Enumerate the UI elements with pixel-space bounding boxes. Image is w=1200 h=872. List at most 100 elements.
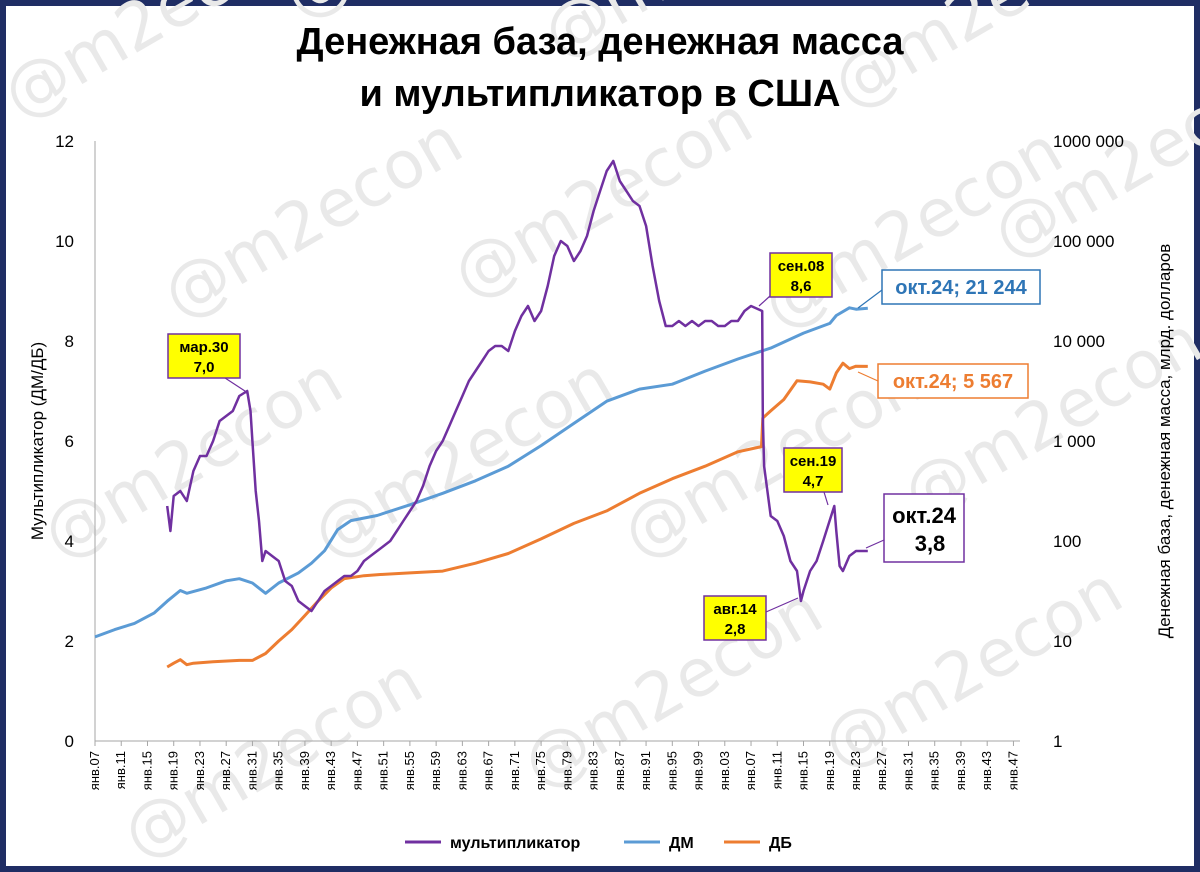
x-tick-label: янв.15 — [139, 751, 154, 790]
right-tick-label: 10 000 — [1053, 332, 1105, 351]
callout-sep19-value: 4,7 — [803, 473, 824, 490]
x-tick-label: янв.35 — [927, 751, 942, 790]
x-tick-label: янв.07 — [743, 751, 758, 790]
x-tick-label: янв.43 — [979, 751, 994, 790]
left-tick-label: 8 — [65, 332, 74, 351]
x-tick-label: янв.83 — [586, 751, 601, 790]
dm-end-label-box — [881, 269, 1041, 305]
left-tick-label: 6 — [65, 432, 74, 451]
legend-label-dm: ДМ — [669, 835, 694, 852]
db-end-label-box — [877, 363, 1029, 399]
x-tick-label: янв.11 — [113, 751, 128, 789]
chart-title-line-2: и мультипликатор в США — [360, 73, 841, 115]
right-tick-label: 1 — [1053, 732, 1062, 751]
x-tick-label: янв.55 — [402, 751, 417, 790]
legend-label-multiplier: мультипликатор — [450, 835, 581, 852]
callout-leader-aug14 — [765, 597, 799, 613]
x-tick-label: янв.23 — [848, 751, 863, 790]
callout-leader-sep08 — [758, 295, 771, 307]
chart-title-line-1: Денежная база, денежная масса — [297, 21, 905, 63]
left-tick-label: 0 — [65, 732, 74, 751]
x-tick-label: янв.07 — [87, 751, 102, 790]
x-tick-label: янв.39 — [953, 751, 968, 790]
right-tick-label: 1000 000 — [1053, 132, 1124, 151]
x-tick-label: янв.79 — [559, 751, 574, 790]
x-tick-label: янв.19 — [166, 751, 181, 790]
x-tick-label: янв.23 — [192, 751, 207, 790]
series-line-dm — [94, 306, 868, 639]
x-tick-label: янв.03 — [717, 751, 732, 790]
left-tick-label: 2 — [65, 632, 74, 651]
x-tick-label: янв.67 — [481, 751, 496, 790]
x-tick-label: янв.47 — [1005, 751, 1020, 790]
callout-aug14-value: 2,8 — [725, 621, 746, 638]
x-tick-label: янв.51 — [376, 751, 391, 790]
callout-mar30-value: 7,0 — [194, 359, 215, 376]
right-tick-label: 100 — [1053, 532, 1081, 551]
callout-leader-mar30 — [221, 375, 249, 394]
callout-sep08-value: 8,6 — [791, 278, 812, 295]
multiplier-end-label-value: 3,8 — [915, 531, 946, 556]
end-labels: окт.24; 21 244 окт.24; 5 567 окт.24 3,8 — [857, 269, 1041, 563]
dm-end-label: окт.24; 21 244 — [895, 277, 1027, 299]
x-tick-label: янв.19 — [822, 751, 837, 790]
legend: мультипликатор ДМ ДБ — [405, 835, 792, 852]
x-tick-label: янв.27 — [218, 751, 233, 790]
dm-end-leader — [857, 289, 883, 309]
watermark-13: @m2econ — [810, 551, 1135, 783]
callout-sep08-date: сен.08 — [778, 258, 825, 275]
callout-box-sep08 — [769, 252, 833, 298]
right-axis-ticks: 1 10 100 1 000 10 000 100 000 1000 000 — [1053, 132, 1124, 751]
x-tick-label: янв.31 — [244, 751, 259, 790]
x-tick-label: янв.95 — [664, 751, 679, 790]
x-tick-label: янв.59 — [428, 751, 443, 790]
db-end-label: окт.24; 5 567 — [893, 371, 1013, 393]
x-tick-label: янв.15 — [796, 751, 811, 790]
left-tick-label: 10 — [55, 232, 74, 251]
callout-box-aug14 — [703, 595, 767, 641]
right-axis-title: Денежная база, денежная масса, млрд. дол… — [1155, 244, 1174, 639]
x-tick-label: янв.27 — [874, 751, 889, 790]
x-tick-label: янв.47 — [349, 751, 364, 790]
x-tick-label: янв.39 — [297, 751, 312, 790]
axes — [94, 141, 1020, 742]
x-axis-ticks: янв.07 янв.11 янв.15 янв.19 янв.23 янв.27 янв.… — [87, 741, 1020, 790]
x-tick-label: янв.31 — [900, 751, 915, 790]
series-line-multiplier — [165, 159, 868, 613]
multiplier-end-label-date: окт.24 — [892, 503, 957, 528]
left-tick-label: 12 — [55, 132, 74, 151]
x-tick-label: янв.91 — [638, 751, 653, 790]
callout-aug14-date: авг.14 — [713, 601, 757, 618]
callouts: мар.30 7,0 сен.08 8,6 сен.19 4,7 авг.14 … — [167, 252, 843, 641]
right-tick-label: 1 000 — [1053, 432, 1096, 451]
callout-sep19-date: сен.19 — [790, 453, 837, 470]
multiplier-end-label-box — [883, 493, 965, 563]
x-tick-label: янв.35 — [271, 751, 286, 790]
callout-box-sep19 — [783, 447, 843, 493]
callout-box-mar30 — [167, 333, 241, 379]
left-axis-title: Мультипликатор (ДМ/ДБ) — [28, 342, 47, 540]
watermark-5: @m2econ — [440, 81, 765, 313]
watermark-4: @m2econ — [150, 101, 475, 333]
watermark-9: @m2econ — [300, 341, 625, 573]
x-tick-label: янв.71 — [507, 751, 522, 790]
left-tick-label: 4 — [65, 532, 74, 551]
x-tick-label: янв.63 — [454, 751, 469, 790]
x-tick-label: янв.43 — [323, 751, 338, 790]
callout-mar30-date: мар.30 — [179, 339, 228, 356]
right-tick-label: 10 — [1053, 632, 1072, 651]
x-tick-label: янв.87 — [612, 751, 627, 790]
right-tick-label: 100 000 — [1053, 232, 1114, 251]
left-axis-ticks: 0 2 4 6 8 10 12 — [55, 132, 74, 751]
x-tick-label: янв.75 — [533, 751, 548, 790]
watermark-0: @m2econ — [0, 0, 315, 134]
callout-leader-sep19 — [823, 491, 829, 506]
x-tick-label: янв.99 — [691, 751, 706, 790]
db-end-leader — [857, 371, 879, 382]
legend-label-db: ДБ — [769, 835, 792, 852]
multiplier-end-leader — [865, 539, 885, 549]
series-line-db — [166, 361, 868, 669]
x-tick-label: янв.11 — [769, 751, 784, 789]
